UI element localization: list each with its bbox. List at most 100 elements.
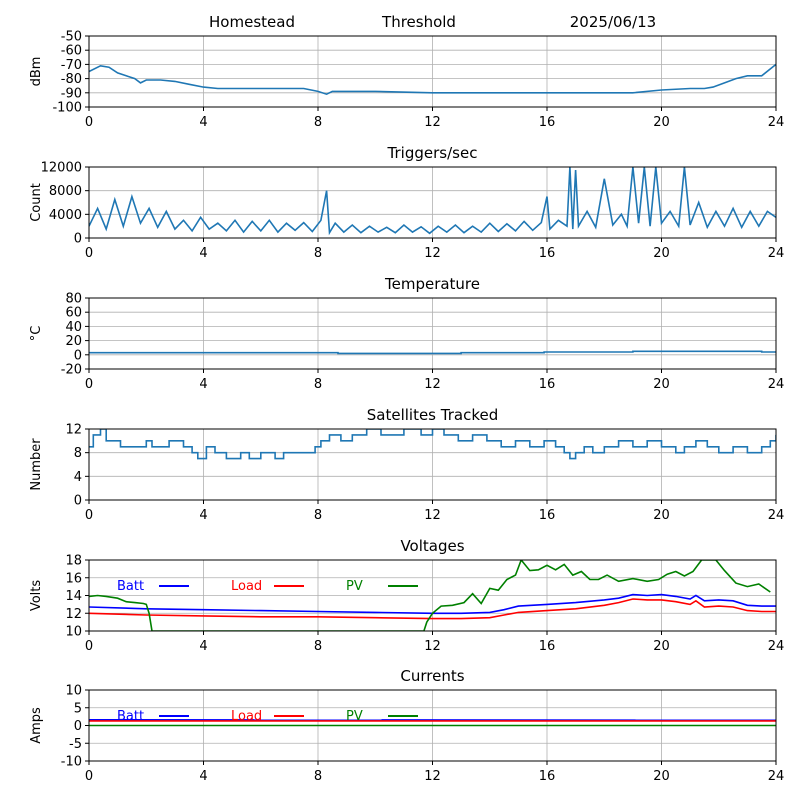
x-tick-label: 0 bbox=[85, 377, 93, 392]
series-line-load bbox=[89, 598, 776, 620]
x-tick-label: 16 bbox=[539, 639, 556, 654]
y-tick-label: 80 bbox=[65, 292, 82, 307]
y-tick-label: 12 bbox=[65, 607, 82, 622]
x-tick-label: 12 bbox=[424, 508, 441, 523]
y-tick-label: -50 bbox=[61, 30, 82, 45]
x-tick-label: 16 bbox=[539, 769, 556, 784]
chart-title: Satellites Tracked bbox=[367, 406, 498, 424]
series-line bbox=[89, 167, 776, 236]
x-tick-label: 4 bbox=[199, 639, 207, 654]
y-axis-label: Volts bbox=[29, 580, 44, 612]
x-tick-label: 12 bbox=[424, 246, 441, 261]
chart-title: Voltages bbox=[400, 537, 464, 555]
legend-label-load: Load bbox=[231, 709, 262, 724]
y-tick-label: -100 bbox=[52, 101, 82, 116]
y-tick-label: -70 bbox=[61, 58, 82, 73]
y-tick-label: -60 bbox=[61, 44, 82, 59]
series-line bbox=[89, 350, 776, 355]
y-axis-label: Number bbox=[29, 438, 44, 491]
y-tick-label: 0 bbox=[74, 494, 82, 509]
chart-panel-6: 0 4 8 12 16 20 24 -10 -5 0 5 10 Currents Amps Batt Load… bbox=[29, 667, 784, 784]
x-tick-label: 20 bbox=[653, 769, 670, 784]
x-tick-label: 16 bbox=[539, 115, 556, 130]
x-tick-label: 12 bbox=[424, 639, 441, 654]
y-tick-label: -80 bbox=[61, 72, 82, 87]
y-tick-label: 0 bbox=[74, 232, 82, 247]
x-tick-label: 24 bbox=[768, 508, 785, 523]
x-tick-label: 4 bbox=[199, 377, 207, 392]
y-tick-label: 4000 bbox=[49, 208, 82, 223]
x-tick-label: 16 bbox=[539, 377, 556, 392]
legend-label-pv: PV bbox=[346, 579, 363, 594]
x-tick-label: 4 bbox=[199, 115, 207, 130]
series-line bbox=[89, 429, 776, 460]
y-tick-label: 10 bbox=[65, 625, 82, 640]
header-station: Homestead bbox=[209, 13, 295, 31]
chart-panel-4: 0 4 8 12 16 20 24 0 4 8 12 Satellites Tracked Number bbox=[29, 406, 784, 523]
x-tick-label: 0 bbox=[85, 508, 93, 523]
y-tick-label: 5 bbox=[74, 701, 82, 716]
x-tick-label: 20 bbox=[653, 246, 670, 261]
y-tick-label: -20 bbox=[61, 363, 82, 378]
chart-panel-2: 0 4 8 12 16 20 24 0 4000 8000 12000 Triggers/sec Cou… bbox=[29, 144, 784, 261]
y-tick-label: 20 bbox=[65, 334, 82, 349]
header-date: 2025/06/13 bbox=[570, 13, 656, 31]
x-tick-label: 24 bbox=[768, 769, 785, 784]
x-tick-label: 20 bbox=[653, 115, 670, 130]
legend-label-batt: Batt bbox=[117, 709, 144, 724]
x-tick-label: 0 bbox=[85, 769, 93, 784]
x-tick-label: 12 bbox=[424, 769, 441, 784]
x-tick-label: 20 bbox=[653, 639, 670, 654]
header-mode: Threshold bbox=[381, 13, 456, 31]
x-tick-label: 12 bbox=[424, 115, 441, 130]
chart-title: Triggers/sec bbox=[387, 144, 478, 162]
x-tick-label: 4 bbox=[199, 508, 207, 523]
y-tick-label: 14 bbox=[65, 589, 82, 604]
x-tick-label: 20 bbox=[653, 508, 670, 523]
y-axis-label: dBm bbox=[29, 57, 44, 87]
y-tick-label: 40 bbox=[65, 320, 82, 335]
x-tick-label: 24 bbox=[768, 115, 785, 130]
x-tick-label: 24 bbox=[768, 246, 785, 261]
y-tick-label: 16 bbox=[65, 571, 82, 586]
x-tick-label: 4 bbox=[199, 246, 207, 261]
y-tick-label: -5 bbox=[69, 737, 82, 752]
y-tick-label: 4 bbox=[74, 470, 82, 485]
x-tick-label: 20 bbox=[653, 377, 670, 392]
y-tick-label: -90 bbox=[61, 86, 82, 101]
y-tick-label: 60 bbox=[65, 306, 82, 321]
y-tick-label: 8000 bbox=[49, 184, 82, 199]
x-tick-label: 0 bbox=[85, 246, 93, 261]
y-axis-label: °C bbox=[29, 326, 44, 342]
chart-panel-5: 0 4 8 12 16 20 24 10 12 14 16 18 Voltages Volts Batt Lo… bbox=[29, 537, 784, 654]
y-tick-label: 10 bbox=[65, 684, 82, 699]
chart-panel-1: 0 4 8 12 16 20 24 -100-90-80-70-60-50 dBm bbox=[29, 30, 784, 131]
y-tick-label: 18 bbox=[65, 554, 82, 569]
x-tick-label: 8 bbox=[314, 769, 322, 784]
y-tick-label: 8 bbox=[74, 446, 82, 461]
x-tick-label: 24 bbox=[768, 377, 785, 392]
series-line-batt bbox=[89, 593, 776, 615]
x-tick-label: 16 bbox=[539, 246, 556, 261]
x-tick-label: 8 bbox=[314, 246, 322, 261]
legend-label-batt: Batt bbox=[117, 579, 144, 594]
y-tick-label: -10 bbox=[61, 755, 82, 770]
y-tick-label: 12 bbox=[65, 423, 82, 438]
x-tick-label: 8 bbox=[314, 115, 322, 130]
legend-label-pv: PV bbox=[346, 709, 363, 724]
series-line bbox=[89, 63, 776, 96]
y-tick-label: 12000 bbox=[41, 161, 82, 176]
x-tick-label: 8 bbox=[314, 508, 322, 523]
y-axis-label: Amps bbox=[29, 707, 44, 744]
series-line-pv bbox=[89, 560, 771, 631]
x-tick-label: 8 bbox=[314, 639, 322, 654]
x-tick-label: 16 bbox=[539, 508, 556, 523]
y-tick-label: 0 bbox=[74, 348, 82, 363]
legend-label-load: Load bbox=[231, 579, 262, 594]
y-tick-label: 0 bbox=[74, 719, 82, 734]
chart-title: Currents bbox=[400, 667, 464, 685]
chart-title: Temperature bbox=[384, 275, 480, 293]
x-tick-label: 24 bbox=[768, 639, 785, 654]
